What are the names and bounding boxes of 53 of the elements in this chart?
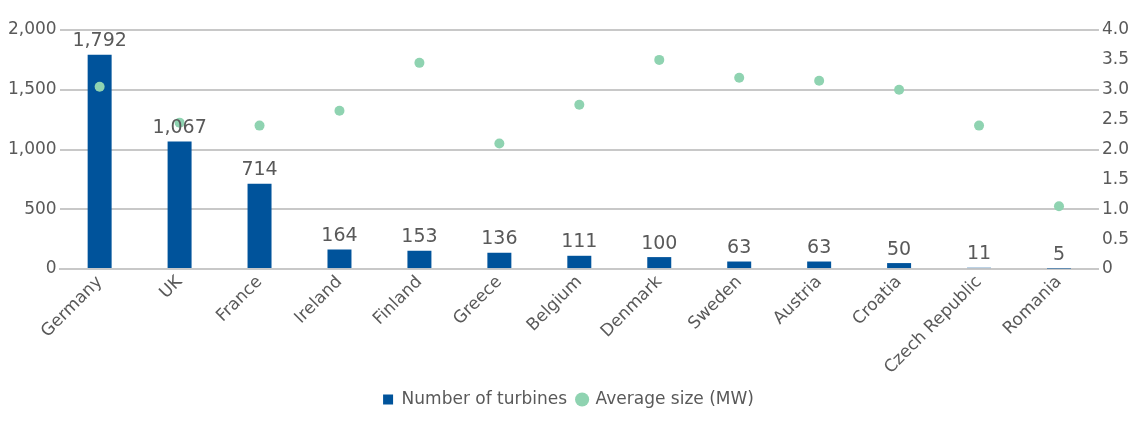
data-label: 153: [401, 224, 438, 247]
y2-tick-label: 0: [1101, 257, 1113, 278]
point: [814, 75, 825, 86]
point: [574, 99, 585, 110]
data-label: 100: [641, 230, 678, 253]
data-label: 63: [727, 234, 752, 257]
bar: [807, 261, 832, 269]
y2-tick-label: 1.5: [1101, 167, 1130, 188]
bar: [487, 252, 512, 269]
y2-tick-label: 4.0: [1101, 18, 1130, 39]
point: [1053, 201, 1064, 212]
data-label: 11: [966, 241, 992, 264]
data-label: 1,067: [152, 114, 207, 137]
data-label: 63: [807, 234, 832, 257]
data-label: 50: [887, 236, 912, 259]
y-tick-label: 0: [45, 257, 57, 278]
point: [654, 54, 665, 65]
y2-tick-label: 1.0: [1101, 197, 1130, 218]
y-tick-label: 500: [24, 197, 57, 218]
bar: [247, 183, 272, 269]
y2-tick-label: 3.0: [1101, 78, 1130, 99]
point: [94, 81, 105, 92]
point: [734, 72, 745, 83]
bar: [407, 250, 432, 269]
data-label: 5: [1052, 241, 1066, 264]
data-label: 136: [481, 226, 518, 249]
data-label: 111: [561, 229, 598, 252]
legend-label: Number of turbines: [401, 387, 568, 408]
point: [254, 120, 265, 131]
y2-tick-label: 2.5: [1101, 108, 1130, 129]
data-label: 164: [321, 222, 358, 245]
bar: [727, 261, 752, 269]
y2-tick-label: 0.5: [1101, 227, 1130, 248]
data-label: 714: [241, 157, 278, 180]
point: [974, 120, 985, 131]
y2-tick-label: 3.5: [1101, 48, 1130, 69]
point: [894, 84, 905, 95]
point: [334, 105, 345, 116]
y-tick-label: 1,500: [8, 78, 57, 99]
bar: [327, 249, 352, 269]
x-tick-label: UK: [154, 270, 187, 302]
bar: [167, 141, 192, 269]
point: [414, 57, 425, 68]
data-label: 1,792: [72, 28, 127, 51]
legend-label: Average size (MW): [595, 387, 754, 408]
point: [494, 138, 505, 149]
y-tick-label: 2,000: [8, 18, 57, 39]
bar: [887, 263, 912, 269]
y-tick-label: 1,000: [8, 137, 57, 158]
bar: [87, 54, 112, 269]
bar: [567, 255, 592, 269]
bar: [647, 257, 672, 269]
y2-tick-label: 2.0: [1101, 137, 1130, 158]
